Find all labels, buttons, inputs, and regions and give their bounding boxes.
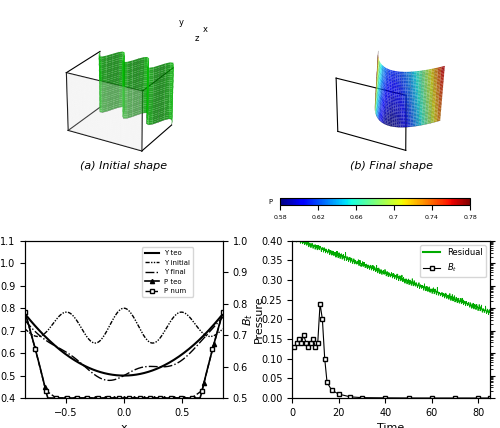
Text: y: y: [179, 18, 184, 27]
Text: P: P: [268, 199, 272, 205]
Title: (a) Initial shape: (a) Initial shape: [80, 161, 168, 171]
Text: x: x: [202, 25, 207, 34]
X-axis label: x: x: [120, 423, 127, 428]
Y-axis label: Pressure: Pressure: [254, 296, 264, 343]
Y-axis label: $B_t$: $B_t$: [242, 313, 255, 326]
Legend: Residual, $B_t$: Residual, $B_t$: [420, 245, 486, 277]
Legend: Y teo, Y initial, Y final, P teo, P num: Y teo, Y initial, Y final, P teo, P num: [142, 247, 193, 297]
Title: (b) Final shape: (b) Final shape: [350, 161, 432, 171]
X-axis label: Time: Time: [378, 423, 404, 428]
Text: z: z: [194, 34, 199, 43]
